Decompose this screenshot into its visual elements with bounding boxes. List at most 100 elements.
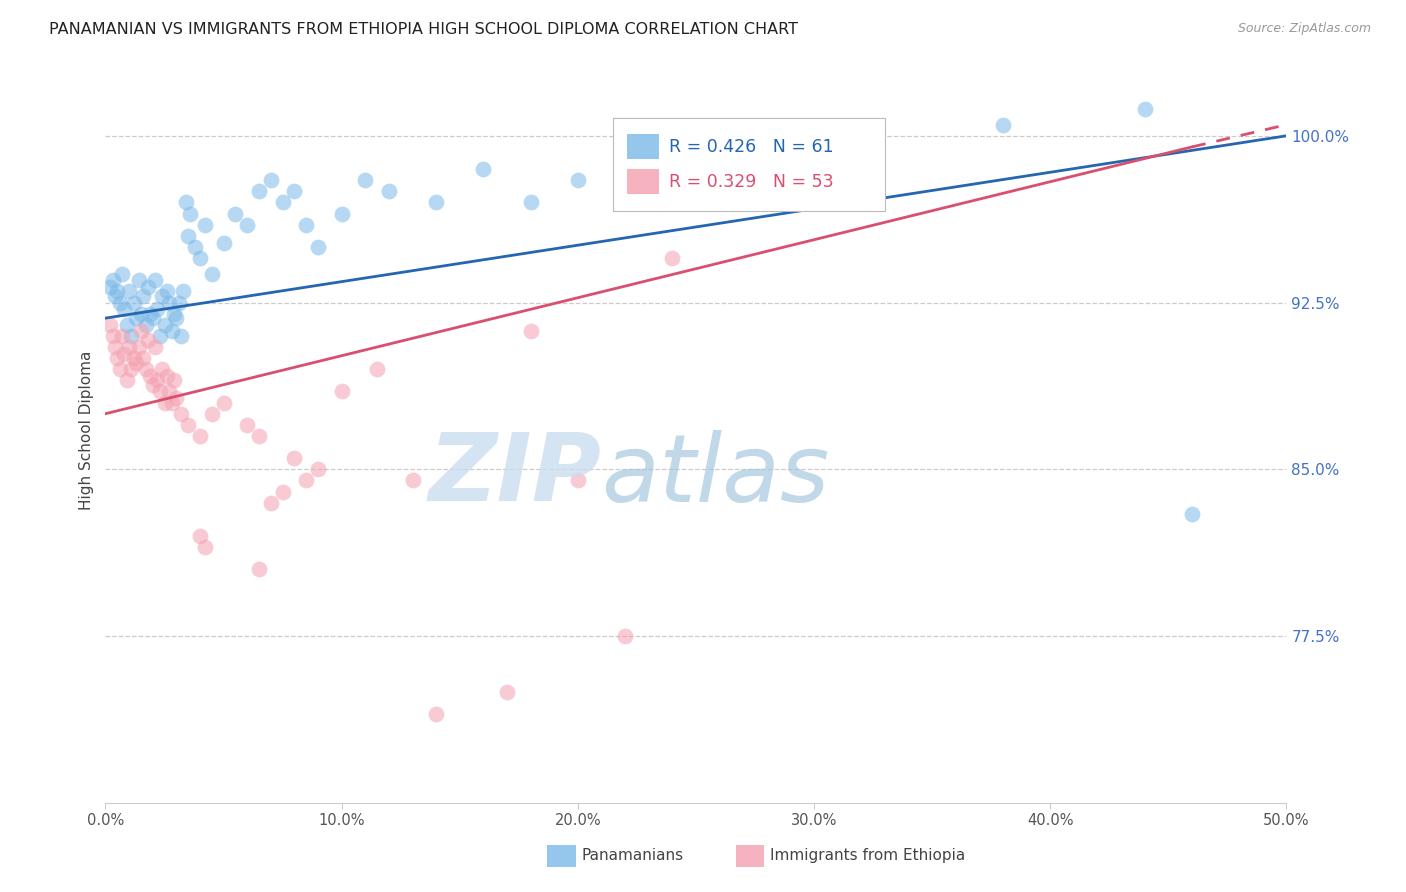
Text: Panamanians: Panamanians (582, 848, 683, 863)
FancyBboxPatch shape (627, 134, 659, 160)
Text: atlas: atlas (602, 430, 830, 521)
Point (188, 529, 211, 543)
Point (519, 325, 541, 339)
Point (165, 311, 187, 326)
Point (112, 302, 135, 317)
Point (188, 251, 211, 265)
Text: ZIP: ZIP (429, 429, 602, 521)
Point (330, 206, 353, 220)
Point (271, 484, 294, 499)
Point (149, 329, 172, 343)
FancyBboxPatch shape (547, 845, 575, 867)
Point (188, 429, 211, 443)
Point (160, 395, 183, 409)
Point (105, 285, 128, 299)
Point (120, 362, 142, 376)
Point (112, 347, 135, 361)
Point (115, 373, 138, 387)
Point (247, 562, 270, 576)
Point (614, 629, 637, 643)
Point (115, 318, 138, 332)
Point (709, 140, 731, 154)
Point (111, 329, 134, 343)
Point (146, 302, 169, 317)
FancyBboxPatch shape (737, 845, 765, 867)
Point (247, 185, 270, 199)
Point (150, 362, 173, 376)
FancyBboxPatch shape (613, 118, 884, 211)
Point (567, 173, 589, 187)
Point (128, 340, 150, 354)
Point (472, 162, 495, 177)
Text: PANAMANIAN VS IMMIGRANTS FROM ETHIOPIA HIGH SCHOOL DIPLOMA CORRELATION CHART: PANAMANIAN VS IMMIGRANTS FROM ETHIOPIA H… (49, 22, 799, 37)
Point (170, 329, 193, 343)
FancyBboxPatch shape (627, 169, 659, 194)
Point (295, 218, 318, 232)
Point (156, 285, 179, 299)
Point (118, 340, 141, 354)
Y-axis label: High School Diploma: High School Diploma (79, 351, 94, 510)
Point (129, 325, 152, 339)
Point (172, 285, 194, 299)
Point (135, 318, 157, 332)
Point (1133, 102, 1156, 116)
Point (104, 340, 127, 354)
Point (401, 474, 423, 488)
Point (295, 474, 318, 488)
Point (165, 391, 187, 405)
Point (167, 295, 190, 310)
Point (637, 151, 659, 165)
Point (156, 368, 179, 383)
Point (496, 684, 519, 698)
Point (122, 295, 145, 310)
Point (283, 451, 305, 466)
Point (142, 377, 165, 392)
Point (354, 173, 377, 187)
Point (184, 240, 207, 254)
Point (153, 395, 176, 409)
Point (366, 362, 388, 376)
Point (260, 173, 283, 187)
Point (378, 185, 401, 199)
Point (108, 362, 131, 376)
Point (194, 540, 217, 554)
Point (146, 373, 169, 387)
Point (143, 273, 166, 287)
Point (271, 195, 294, 210)
Point (136, 280, 159, 294)
Point (179, 206, 201, 220)
Point (1181, 507, 1204, 521)
Point (177, 228, 200, 243)
Text: R = 0.329   N = 53: R = 0.329 N = 53 (669, 173, 834, 191)
Point (170, 407, 193, 421)
Point (212, 235, 235, 250)
Text: R = 0.426   N = 61: R = 0.426 N = 61 (669, 137, 834, 155)
Point (132, 351, 155, 365)
Point (118, 285, 141, 299)
Point (212, 395, 235, 409)
Point (150, 289, 173, 303)
Point (122, 351, 145, 365)
Point (143, 340, 166, 354)
Point (330, 384, 353, 399)
Point (201, 407, 224, 421)
Point (157, 295, 180, 310)
Point (991, 118, 1014, 132)
Point (125, 355, 148, 369)
Point (160, 325, 183, 339)
Point (128, 273, 150, 287)
Point (247, 429, 270, 443)
Point (149, 384, 172, 399)
Point (803, 151, 825, 165)
Point (163, 373, 186, 387)
Point (136, 334, 159, 348)
Point (283, 185, 305, 199)
Point (142, 311, 165, 326)
Point (111, 267, 134, 281)
Point (174, 195, 197, 210)
Point (153, 318, 176, 332)
Point (135, 362, 157, 376)
Point (567, 474, 589, 488)
Point (177, 417, 200, 432)
Point (661, 251, 683, 265)
